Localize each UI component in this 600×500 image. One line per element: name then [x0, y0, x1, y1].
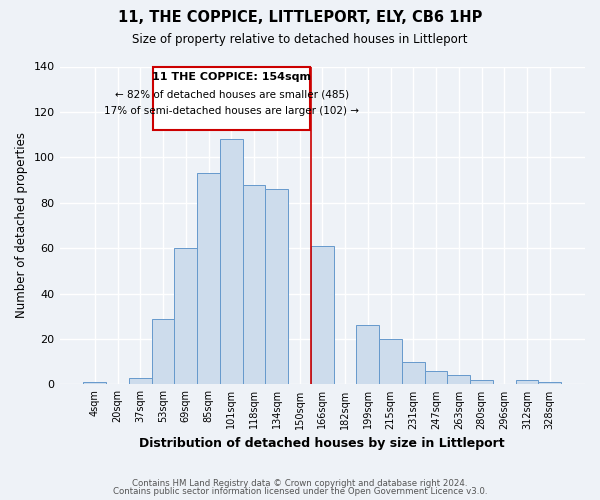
FancyBboxPatch shape — [153, 66, 310, 130]
Y-axis label: Number of detached properties: Number of detached properties — [15, 132, 28, 318]
Bar — [152, 318, 175, 384]
Bar — [448, 376, 470, 384]
Bar — [425, 371, 448, 384]
Bar — [220, 139, 242, 384]
Bar — [356, 326, 379, 384]
Bar — [311, 246, 334, 384]
Bar — [538, 382, 561, 384]
Text: Contains HM Land Registry data © Crown copyright and database right 2024.: Contains HM Land Registry data © Crown c… — [132, 478, 468, 488]
Bar — [242, 184, 265, 384]
Text: 11, THE COPPICE, LITTLEPORT, ELY, CB6 1HP: 11, THE COPPICE, LITTLEPORT, ELY, CB6 1H… — [118, 10, 482, 25]
Bar — [197, 173, 220, 384]
X-axis label: Distribution of detached houses by size in Littleport: Distribution of detached houses by size … — [139, 437, 505, 450]
Bar — [129, 378, 152, 384]
Bar — [175, 248, 197, 384]
Text: ← 82% of detached houses are smaller (485): ← 82% of detached houses are smaller (48… — [115, 89, 349, 99]
Bar — [515, 380, 538, 384]
Text: Size of property relative to detached houses in Littleport: Size of property relative to detached ho… — [132, 32, 468, 46]
Text: 17% of semi-detached houses are larger (102) →: 17% of semi-detached houses are larger (… — [104, 106, 359, 116]
Bar — [379, 339, 402, 384]
Bar — [402, 362, 425, 384]
Text: Contains public sector information licensed under the Open Government Licence v3: Contains public sector information licen… — [113, 487, 487, 496]
Bar — [83, 382, 106, 384]
Text: 11 THE COPPICE: 154sqm: 11 THE COPPICE: 154sqm — [152, 72, 311, 82]
Bar — [470, 380, 493, 384]
Bar — [265, 189, 288, 384]
